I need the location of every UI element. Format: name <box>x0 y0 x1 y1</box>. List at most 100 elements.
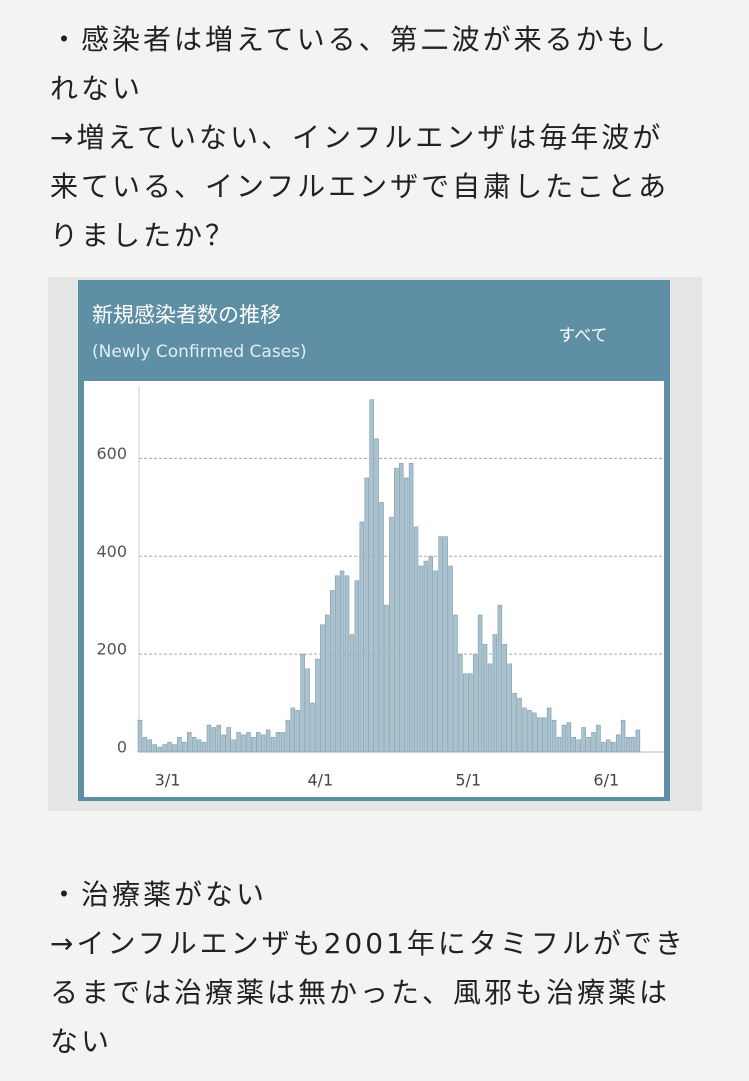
bar <box>216 724 222 753</box>
bar <box>226 727 231 753</box>
bar <box>379 502 384 753</box>
bar <box>482 644 488 753</box>
bar <box>187 732 192 753</box>
bar <box>497 604 503 753</box>
bar <box>448 565 453 753</box>
bar <box>571 737 577 753</box>
y-tick-label: 0 <box>117 738 127 757</box>
bar <box>329 590 335 753</box>
bar <box>285 719 291 753</box>
bar <box>251 737 256 753</box>
bar <box>295 710 300 753</box>
bar <box>507 663 512 753</box>
bar <box>561 724 567 753</box>
bar <box>182 741 187 753</box>
bar <box>566 722 572 753</box>
bar <box>241 734 246 753</box>
bar <box>487 663 493 753</box>
bar <box>408 462 414 753</box>
bar <box>601 741 606 753</box>
text-line: ・治療薬がない <box>50 878 268 911</box>
bar <box>325 614 330 753</box>
bar <box>477 614 483 753</box>
bar <box>344 575 350 753</box>
bar <box>630 737 636 753</box>
bar <box>147 739 153 753</box>
bar <box>231 739 236 753</box>
bar <box>423 560 429 753</box>
bar <box>527 710 532 753</box>
bar <box>300 653 305 753</box>
filter-button[interactable]: すべて <box>558 326 607 346</box>
bar <box>167 741 172 753</box>
y-tick-label: 200 <box>96 640 127 659</box>
bar <box>211 727 217 753</box>
bar <box>206 724 212 753</box>
bar <box>537 717 542 753</box>
bar <box>428 555 434 753</box>
x-tick-label: 5/1 <box>455 771 481 790</box>
bar <box>172 744 177 753</box>
bar <box>196 739 202 753</box>
text-line: →増えていない、インフルエンザは毎年波が <box>50 121 664 154</box>
text-line: →インフルエンザも2001年にタミフルができ <box>50 927 686 960</box>
bar <box>532 712 537 753</box>
bar <box>596 724 601 753</box>
bar <box>334 575 340 753</box>
bar <box>635 729 641 753</box>
bar <box>615 734 621 753</box>
bar <box>398 462 404 753</box>
bar <box>256 732 261 753</box>
bar <box>463 673 468 753</box>
bar <box>142 737 148 753</box>
chart-title: 新規感染者数の推移 <box>92 303 281 327</box>
bar <box>458 653 463 753</box>
bar <box>472 653 478 753</box>
bar <box>418 565 424 753</box>
bar <box>320 624 325 753</box>
bar <box>137 719 143 753</box>
bar <box>541 717 547 753</box>
bar <box>201 741 207 753</box>
bar <box>152 744 157 753</box>
bar <box>586 737 591 753</box>
bar <box>403 477 409 753</box>
bar <box>433 570 438 753</box>
plot-bg <box>84 381 664 797</box>
bar <box>384 604 389 753</box>
bar <box>354 580 360 753</box>
bar <box>581 727 586 753</box>
bar <box>606 739 611 753</box>
bar <box>310 702 315 753</box>
x-tick-label: 4/1 <box>307 771 333 790</box>
bar <box>556 737 562 753</box>
bar <box>591 732 596 753</box>
bar <box>492 634 498 753</box>
bar <box>438 536 443 753</box>
bar <box>502 644 508 753</box>
bar <box>236 732 241 753</box>
x-tick-label: 6/1 <box>593 771 619 790</box>
text-line: 来ている、インフルエンザで自粛したことあ <box>50 170 670 203</box>
bar <box>389 516 394 753</box>
bar <box>290 707 296 753</box>
bar <box>369 399 374 753</box>
bar <box>162 744 167 753</box>
bar <box>275 732 281 753</box>
bar <box>413 526 419 753</box>
bar <box>512 692 517 753</box>
bar <box>270 737 276 753</box>
bar <box>576 739 581 753</box>
bar <box>191 737 197 753</box>
bar <box>364 477 369 753</box>
text-line: ・感染者は増えている、第二波が来るかもし <box>50 23 669 56</box>
x-tick-label: 3/1 <box>155 771 181 790</box>
text-line: りましたか？ <box>50 219 237 252</box>
bar <box>394 467 399 753</box>
bar <box>339 570 345 753</box>
text-line: ない <box>50 1025 113 1058</box>
bar <box>443 536 448 753</box>
chart-subtitle: (Newly Confirmed Cases) <box>92 342 307 362</box>
bar <box>374 438 379 753</box>
